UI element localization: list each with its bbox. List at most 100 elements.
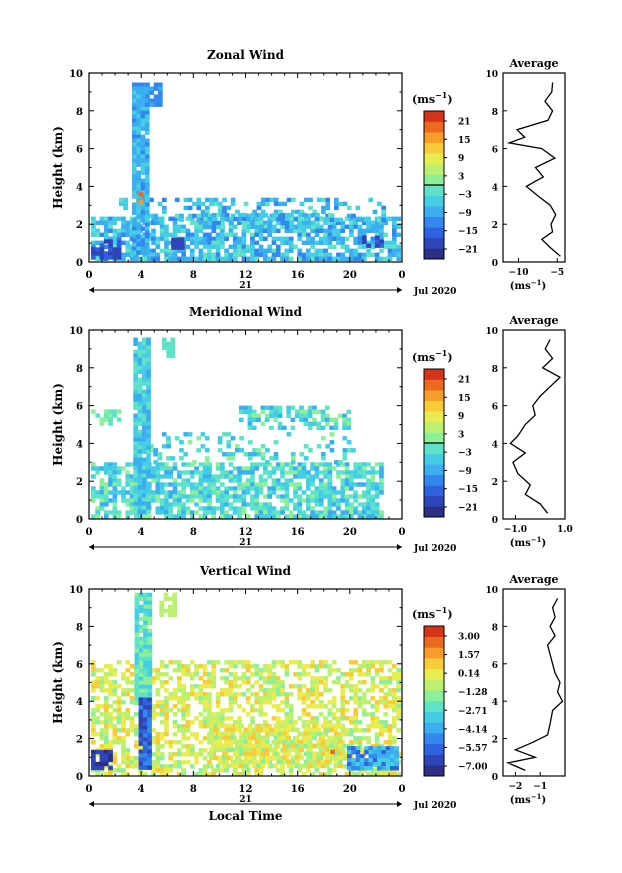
heatmap-cell	[310, 510, 315, 515]
heatmap-cell	[357, 236, 363, 241]
heatmap-cell	[138, 628, 144, 634]
heatmap-cell	[297, 502, 303, 507]
heatmap-cell	[310, 664, 315, 669]
heatmap-cell	[147, 636, 153, 642]
heatmap-cell	[258, 482, 264, 487]
heatmap-cell	[151, 220, 156, 225]
heatmap-cell	[103, 764, 109, 769]
heatmap-cell	[355, 746, 361, 751]
heatmap-cell	[267, 692, 272, 697]
heatmap-cell	[91, 688, 96, 693]
profile-x-label: (ms−1)	[510, 535, 546, 549]
heatmap-cell	[207, 740, 212, 745]
heatmap-cell	[95, 494, 100, 499]
heatmap-cell	[162, 337, 167, 342]
heatmap-cell	[164, 506, 169, 511]
heatmap-cell	[256, 743, 261, 748]
heatmap-cell	[273, 747, 279, 752]
heatmap-cell	[357, 664, 363, 669]
heatmap-cell	[194, 664, 199, 669]
heatmap-cell	[164, 672, 169, 677]
heatmap-cell	[374, 256, 380, 261]
x-tick-label: 0	[86, 784, 93, 795]
heatmap-cell	[142, 765, 148, 770]
heatmap-cell	[112, 251, 118, 256]
heatmap-cell	[185, 236, 191, 241]
heatmap-cell	[237, 482, 242, 487]
profile-y-tick-label: 8	[492, 108, 498, 118]
heatmap-cell	[299, 731, 304, 736]
heatmap-cell	[366, 740, 371, 745]
heatmap-cell	[133, 413, 138, 418]
heatmap-cell	[285, 216, 290, 222]
heatmap-cell	[252, 755, 257, 760]
heatmap-cell	[198, 676, 204, 681]
heatmap-cell	[125, 224, 131, 229]
heatmap-cell	[159, 490, 165, 495]
heatmap-cell	[310, 514, 315, 519]
heatmap-cell	[99, 688, 105, 693]
colorbar-unit-base: (ms	[412, 93, 435, 106]
heatmap-cell	[314, 716, 320, 721]
heatmap-cell	[177, 724, 182, 729]
heatmap-cell	[353, 772, 358, 776]
heatmap-cell	[172, 604, 177, 610]
heatmap-cell	[103, 712, 109, 717]
heatmap-cell	[241, 660, 247, 665]
heatmap-cell	[103, 236, 109, 241]
heatmap-cell	[260, 763, 266, 768]
heatmap-cell	[237, 252, 242, 257]
heatmap-cell	[213, 201, 219, 207]
heatmap-cell	[349, 720, 354, 725]
heatmap-cell	[164, 224, 169, 229]
heatmap-cell	[146, 385, 151, 390]
heatmap-cell	[252, 452, 257, 457]
heatmap-cell	[277, 413, 283, 418]
heatmap-cell	[140, 242, 146, 247]
heatmap-cell	[379, 224, 384, 229]
heatmap-cell	[146, 373, 151, 378]
heatmap-cell	[250, 474, 255, 479]
heatmap-cell	[136, 246, 141, 251]
heatmap-cell	[232, 660, 238, 665]
heatmap-cell	[181, 772, 186, 776]
heatmap-cell	[370, 506, 376, 511]
heatmap-cell	[213, 197, 219, 203]
heatmap-cell	[138, 697, 144, 702]
profile-x-label-close: )	[541, 281, 546, 292]
heatmap-cell	[357, 700, 363, 705]
heatmap-cell	[379, 664, 384, 669]
heatmap-cell	[209, 723, 214, 728]
heatmap-cell	[211, 720, 217, 725]
heatmap-cell	[310, 704, 315, 709]
heatmap-cell	[207, 510, 212, 515]
heatmap-cell	[138, 741, 144, 746]
date-bar-right-arrow	[397, 287, 402, 293]
heatmap-cell	[310, 692, 315, 697]
heatmap-cell	[381, 762, 387, 767]
heatmap-cell	[209, 751, 214, 756]
heatmap-cell	[275, 744, 281, 749]
heatmap-cell	[331, 502, 337, 507]
heatmap-cell	[172, 490, 178, 495]
heatmap-cell	[133, 493, 138, 498]
heatmap-cell	[103, 728, 109, 733]
heatmap-cell	[377, 201, 382, 207]
heatmap-cell	[121, 740, 126, 745]
x-tick-label: 0	[399, 527, 406, 538]
heatmap-cell	[286, 405, 291, 410]
heatmap-cell	[245, 660, 251, 665]
heatmap-cell	[137, 469, 143, 474]
heatmap-cell	[267, 494, 272, 499]
heatmap-cell	[301, 692, 307, 697]
heatmap-cell	[318, 704, 324, 709]
heatmap-cell	[297, 660, 303, 665]
heatmap-cell	[374, 720, 380, 725]
heatmap-cell	[202, 478, 208, 483]
heatmap-cell	[344, 514, 350, 519]
heatmap-cell	[224, 708, 229, 713]
heatmap-cell	[232, 474, 238, 479]
heatmap-cell	[280, 494, 285, 499]
heatmap-cell	[116, 660, 122, 665]
